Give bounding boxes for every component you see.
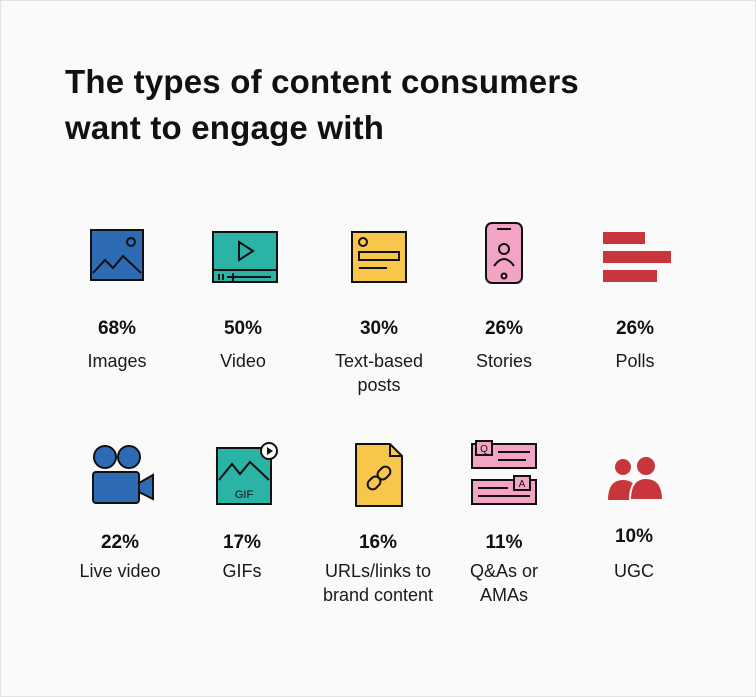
image-icon: [47, 228, 187, 298]
stat-item-gifs: GIF 17% GIFs: [172, 440, 312, 620]
stat-value: 26%: [615, 318, 655, 339]
people-icon: [564, 456, 704, 526]
stat-value: 10%: [614, 526, 654, 547]
chart-title-line-1: The types of content consumers: [65, 63, 579, 100]
stat-value: 16%: [358, 532, 398, 553]
stat-value: 26%: [484, 318, 524, 339]
gif-icon: GIF: [172, 442, 312, 512]
stat-label: Stories: [475, 351, 533, 371]
stat-label: Text-based posts: [334, 351, 424, 395]
stat-value: 68%: [97, 318, 137, 339]
stat-item-live-video: 22% Live video: [50, 440, 190, 620]
stat-label: Live video: [79, 561, 161, 581]
stat-label: URLs/links to brand content: [322, 561, 434, 605]
stat-item-urls-links: 16% URLs/links to brand content: [308, 440, 448, 620]
stat-label: UGC: [614, 561, 654, 581]
stat-value: 17%: [222, 532, 262, 553]
svg-text:Q: Q: [480, 444, 488, 455]
text-post-icon: [309, 230, 449, 300]
stat-item-text-based-posts: 30% Text-based posts: [309, 220, 449, 400]
stat-label: Q&As or AMAs: [469, 561, 539, 605]
video-icon: [173, 230, 313, 300]
svg-text:GIF: GIF: [235, 489, 254, 501]
stat-item-images: 68% Images: [47, 220, 187, 400]
stat-label: GIFs: [222, 561, 262, 581]
svg-text:A: A: [519, 479, 526, 490]
stat-item-ugc: 10% UGC: [564, 440, 704, 620]
phone-stories-icon: [434, 222, 574, 292]
stat-label: Polls: [615, 351, 655, 371]
stat-item-qas-amas: Q A 11% Q&As or AMAs: [434, 440, 574, 620]
stat-value: 22%: [100, 532, 140, 553]
stat-value: 11%: [485, 532, 523, 553]
poll-bars-icon: [565, 230, 705, 300]
link-document-icon: [308, 442, 448, 512]
stat-item-video: 50% Video: [173, 220, 313, 400]
stat-value: 30%: [359, 318, 399, 339]
chart-title-line-2: want to engage with: [65, 109, 385, 146]
qa-cards-icon: Q A: [434, 440, 574, 510]
stat-value: 50%: [223, 318, 263, 339]
chart-title: The types of content consumers want to e…: [65, 59, 705, 151]
stat-label: Video: [220, 351, 266, 371]
video-camera-icon: [50, 442, 190, 512]
stat-item-polls: 26% Polls: [565, 220, 705, 400]
stat-item-stories: 26% Stories: [434, 220, 574, 400]
stat-label: Images: [87, 351, 147, 371]
